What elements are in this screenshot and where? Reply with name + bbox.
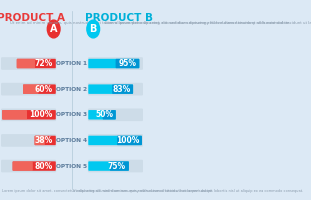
Text: 83%: 83% [112, 85, 130, 94]
FancyBboxPatch shape [17, 59, 56, 68]
Text: 72%: 72% [35, 59, 53, 68]
Text: A: A [50, 24, 58, 34]
FancyBboxPatch shape [88, 160, 143, 172]
Circle shape [87, 20, 100, 38]
FancyBboxPatch shape [117, 136, 142, 145]
Text: Ut enim ad minim veniam, quis nostrud exerci tation ullamcorper adipiscing elit,: Ut enim ad minim veniam, quis nostrud ex… [10, 21, 290, 25]
FancyBboxPatch shape [88, 83, 143, 95]
Text: 100%: 100% [116, 136, 139, 145]
FancyBboxPatch shape [2, 110, 56, 120]
Text: 75%: 75% [108, 162, 126, 171]
FancyBboxPatch shape [1, 83, 56, 95]
Text: OPTION 5: OPTION 5 [57, 164, 88, 169]
FancyBboxPatch shape [112, 84, 133, 94]
FancyBboxPatch shape [1, 134, 56, 147]
FancyBboxPatch shape [110, 161, 129, 171]
FancyBboxPatch shape [2, 110, 27, 120]
Circle shape [47, 20, 60, 38]
FancyBboxPatch shape [103, 110, 116, 120]
FancyBboxPatch shape [23, 84, 56, 94]
FancyBboxPatch shape [88, 134, 143, 147]
FancyBboxPatch shape [23, 84, 39, 94]
FancyBboxPatch shape [88, 161, 129, 171]
Text: OPTION 3: OPTION 3 [57, 112, 88, 117]
Text: 95%: 95% [118, 59, 137, 68]
Text: Lorem ipsum dolor sit amet, consectetur adipiscing elit, sed diam nonummy nibh e: Lorem ipsum dolor sit amet, consectetur … [2, 189, 213, 193]
FancyBboxPatch shape [12, 161, 33, 171]
FancyBboxPatch shape [17, 59, 35, 68]
Text: Ut wisi enim ad minim veniam, quis nostrud exerci tation ullamcorper suscipit lo: Ut wisi enim ad minim veniam, quis nostr… [73, 189, 303, 193]
FancyBboxPatch shape [35, 136, 56, 145]
Text: B: B [90, 24, 97, 34]
Text: PRODUCT B: PRODUCT B [85, 13, 153, 23]
FancyBboxPatch shape [1, 108, 56, 121]
FancyBboxPatch shape [35, 136, 45, 145]
FancyBboxPatch shape [88, 59, 139, 68]
FancyBboxPatch shape [88, 84, 133, 94]
FancyBboxPatch shape [88, 110, 116, 120]
FancyBboxPatch shape [88, 136, 142, 145]
Text: OPTION 1: OPTION 1 [57, 61, 88, 66]
FancyBboxPatch shape [88, 108, 143, 121]
Text: 80%: 80% [35, 162, 53, 171]
FancyBboxPatch shape [116, 59, 139, 68]
Text: OPTION 2: OPTION 2 [57, 87, 88, 92]
FancyBboxPatch shape [88, 57, 143, 70]
Text: OPTION 4: OPTION 4 [57, 138, 88, 143]
Text: 50%: 50% [95, 110, 113, 119]
Text: 38%: 38% [35, 136, 53, 145]
Text: 100%: 100% [30, 110, 53, 119]
FancyBboxPatch shape [12, 161, 56, 171]
FancyBboxPatch shape [1, 57, 56, 70]
Text: Lorem ipsum dolor sit amet, consectetur adipiscing elit, sed diam nonummy nibh e: Lorem ipsum dolor sit amet, consectetur … [104, 21, 311, 25]
Text: PRODUCT A: PRODUCT A [0, 13, 65, 23]
FancyBboxPatch shape [1, 160, 56, 172]
Text: 60%: 60% [35, 85, 53, 94]
